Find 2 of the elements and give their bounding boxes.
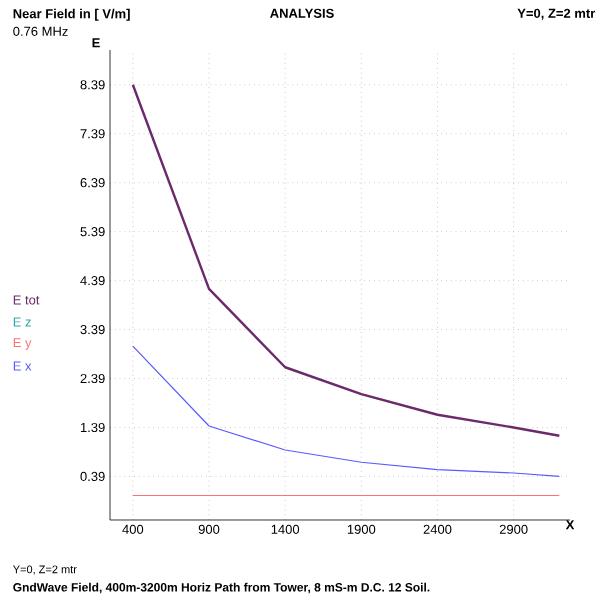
line-series xyxy=(132,345,560,478)
line-series xyxy=(131,83,561,437)
